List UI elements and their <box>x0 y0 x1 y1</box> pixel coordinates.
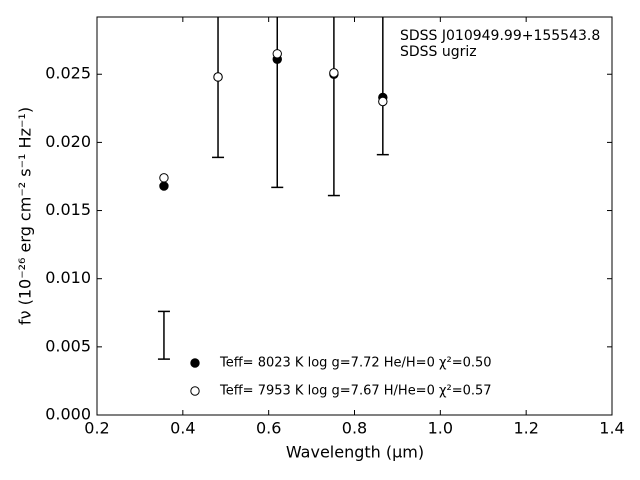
data-point <box>159 173 169 183</box>
legend-label: Teff= 7953 K log g=7.67 H/He=0 χ²=0.57 <box>219 384 492 399</box>
data-point <box>378 96 388 107</box>
x-tick-label: 0.8 <box>342 419 367 438</box>
y-tick-label: 0.025 <box>45 64 91 83</box>
y-tick-label: 0.000 <box>45 405 91 424</box>
legend-marker <box>190 358 200 368</box>
y-tick-label: 0.005 <box>45 336 91 355</box>
x-tick-label: 0.6 <box>256 419 281 438</box>
x-tick-label: 1.0 <box>428 419 453 438</box>
legend-marker <box>190 386 200 396</box>
y-tick-label: 0.010 <box>45 268 91 287</box>
error-bar <box>157 310 170 360</box>
x-tick-label: 0.2 <box>84 419 109 438</box>
x-axis-label: Wavelength (μm) <box>286 443 424 462</box>
data-point <box>329 68 339 78</box>
error-bar <box>376 17 389 156</box>
data-point <box>159 181 169 191</box>
x-tick-label: 1.4 <box>599 419 624 438</box>
legend-label: Teff= 8023 K log g=7.72 He/H=0 χ²=0.50 <box>219 356 492 371</box>
annotation: SDSS J010949.99+155543.8 <box>400 28 600 44</box>
plot-area <box>157 17 389 360</box>
y-tick-label: 0.015 <box>45 200 91 219</box>
y-axis-label: fν (10⁻²⁶ erg cm⁻² s⁻¹ Hz⁻¹) <box>16 107 35 325</box>
annotation: SDSS ugriz <box>400 44 477 60</box>
y-tick-label: 0.020 <box>45 132 91 151</box>
data-point <box>272 49 282 59</box>
data-point <box>213 72 223 82</box>
x-tick-label: 0.4 <box>170 419 195 438</box>
x-tick-label: 1.2 <box>513 419 538 438</box>
